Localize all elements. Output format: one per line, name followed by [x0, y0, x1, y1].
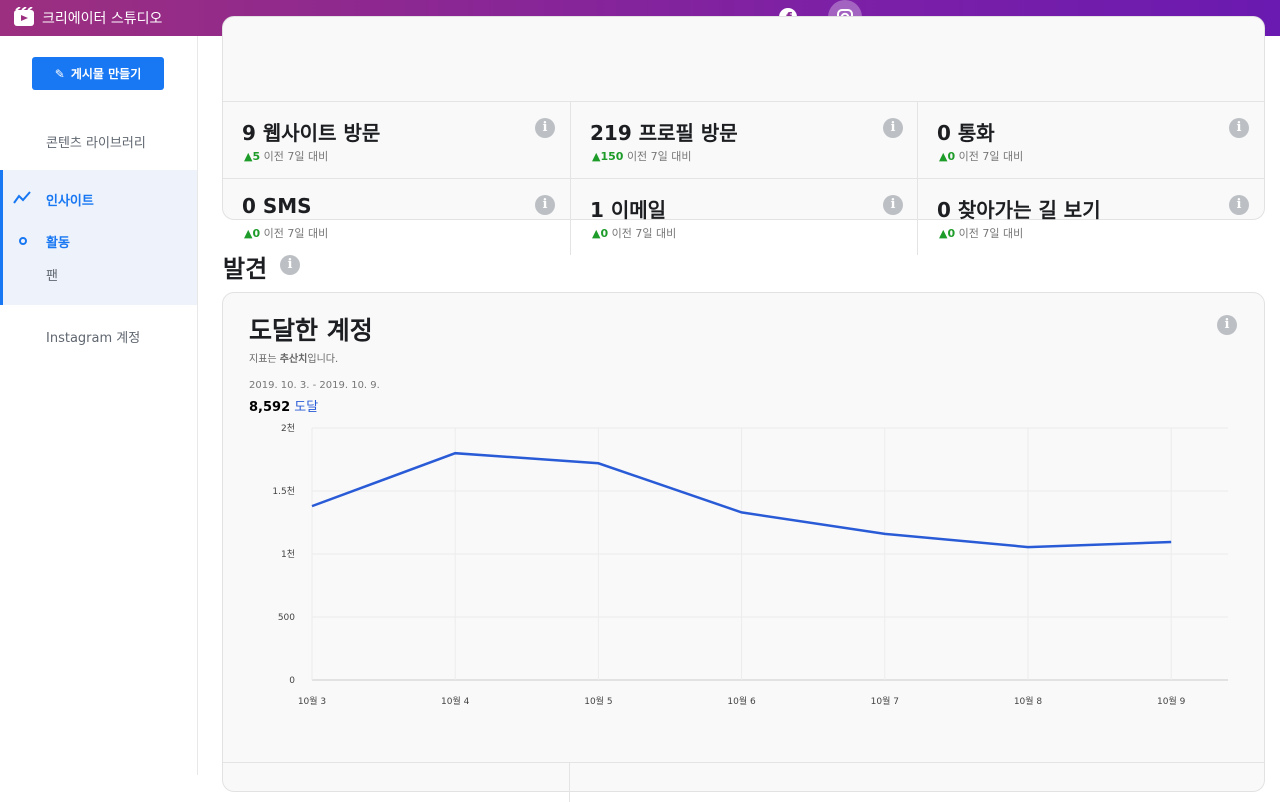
active-section [0, 170, 197, 305]
metric-change: ▲0 이전 7일 대비 [244, 225, 328, 241]
info-icon[interactable]: i [1217, 315, 1237, 335]
nav-library[interactable]: 콘텐츠 라이브러리 [46, 136, 146, 151]
metric-compare: 이전 7일 대비 [263, 150, 329, 163]
metric-change-value: 0 [600, 227, 609, 240]
metric-cell: 0 통화 ▲0 이전 7일 대비 i [917, 101, 1264, 178]
metric-change-value: 150 [600, 150, 624, 163]
nav-fans[interactable]: 팬 [46, 269, 58, 284]
dot [19, 237, 27, 245]
metric-title: 9 웹사이트 방문 [242, 121, 381, 145]
date-range: 2019. 10. 3. - 2019. 10. 9. [249, 380, 380, 391]
metric-compare: 이전 7일 대비 [611, 227, 677, 240]
sidebar: ✎ 게시물 만들기 콘텐츠 라이브러리 인사이트 활동 팬 Instagram 계… [0, 36, 198, 775]
chart-title: 도달한 계정 [249, 316, 373, 345]
metric-compare: 이전 7일 대비 [958, 227, 1024, 240]
metric-change: ▲0 이전 7일 대비 [939, 148, 1023, 164]
app-title: 크리에이터 스튜디오 [42, 11, 163, 27]
chart-note: 지표는 추산치입니다. [249, 350, 338, 365]
create-post-label: 게시물 만들기 [70, 67, 142, 81]
metric-title: 0 찾아가는 길 보기 [937, 198, 1101, 222]
metric-change-value: 0 [947, 150, 956, 163]
up-arrow: ▲ [939, 150, 948, 163]
total-value: 8,592 [249, 400, 291, 415]
metric-compare: 이전 7일 대비 [626, 150, 692, 163]
nav-activity[interactable]: 활동 [46, 236, 70, 251]
total: 8,592 도달 [249, 396, 318, 415]
divider [223, 762, 1264, 763]
nav-instagram[interactable]: Instagram 계정 [46, 331, 141, 346]
info-icon[interactable]: i [280, 255, 300, 275]
metric-change: ▲0 이전 7일 대비 [592, 225, 676, 241]
metric-change: ▲0 이전 7일 대비 [939, 225, 1023, 241]
up-arrow: ▲ [939, 227, 948, 240]
main: 9 웹사이트 방문 ▲5 이전 7일 대비 i 219 프로필 방문 ▲150 이… [198, 16, 1280, 802]
metric-cell: 1 이메일 ▲0 이전 7일 대비 i [570, 178, 917, 255]
metric-title: 0 통화 [937, 121, 995, 145]
info-icon[interactable]: i [535, 195, 555, 215]
nav-insights[interactable]: 인사이트 [46, 194, 94, 209]
edit-icon: ✎ [54, 66, 65, 81]
logo [14, 7, 34, 26]
metric-change: ▲150 이전 7일 대비 [592, 148, 692, 164]
note-text: 지표는 [249, 354, 280, 365]
metric-cell: 0 SMS ▲0 이전 7일 대비 i [223, 178, 570, 255]
metric-change-value: 0 [252, 227, 261, 240]
metric-cell: 9 웹사이트 방문 ▲5 이전 7일 대비 i [223, 101, 570, 178]
metric-cell: 219 프로필 방문 ▲150 이전 7일 대비 i [570, 101, 917, 178]
metric-cell: 0 찾아가는 길 보기 ▲0 이전 7일 대비 i [917, 178, 1264, 255]
up-arrow: ▲ [244, 227, 253, 240]
chart-card: 도달한 계정 i 지표는 추산치입니다. 2019. 10. 3. - 2019… [222, 292, 1265, 802]
info-icon[interactable]: i [883, 195, 903, 215]
metric-change-value: 5 [252, 150, 261, 163]
metric-title: 1 이메일 [590, 198, 667, 222]
insights-icon [13, 191, 31, 204]
up-arrow: ▲ [592, 150, 601, 163]
info-icon[interactable]: i [883, 118, 903, 138]
info-icon[interactable]: i [1229, 195, 1249, 215]
metric-compare: 이전 7일 대비 [263, 227, 329, 240]
total-label: 도달 [294, 400, 319, 415]
up-arrow: ▲ [244, 150, 253, 163]
metric-title: 0 SMS [242, 194, 312, 218]
info-icon[interactable]: i [535, 118, 555, 138]
section-title: 발견 [223, 255, 268, 283]
metrics-card: 9 웹사이트 방문 ▲5 이전 7일 대비 i 219 프로필 방문 ▲150 이… [222, 16, 1265, 255]
info-icon[interactable]: i [1229, 118, 1249, 138]
create-post-button[interactable]: ✎ 게시물 만들기 [32, 57, 164, 90]
metric-compare: 이전 7일 대비 [958, 150, 1024, 163]
metric-change-value: 0 [947, 227, 956, 240]
metric-title: 219 프로필 방문 [590, 121, 738, 145]
divider [569, 762, 570, 802]
metric-change: ▲5 이전 7일 대비 [244, 148, 328, 164]
note-bold: 추산치 [279, 354, 308, 365]
up-arrow: ▲ [592, 227, 601, 240]
note-text: 입니다. [307, 354, 339, 365]
